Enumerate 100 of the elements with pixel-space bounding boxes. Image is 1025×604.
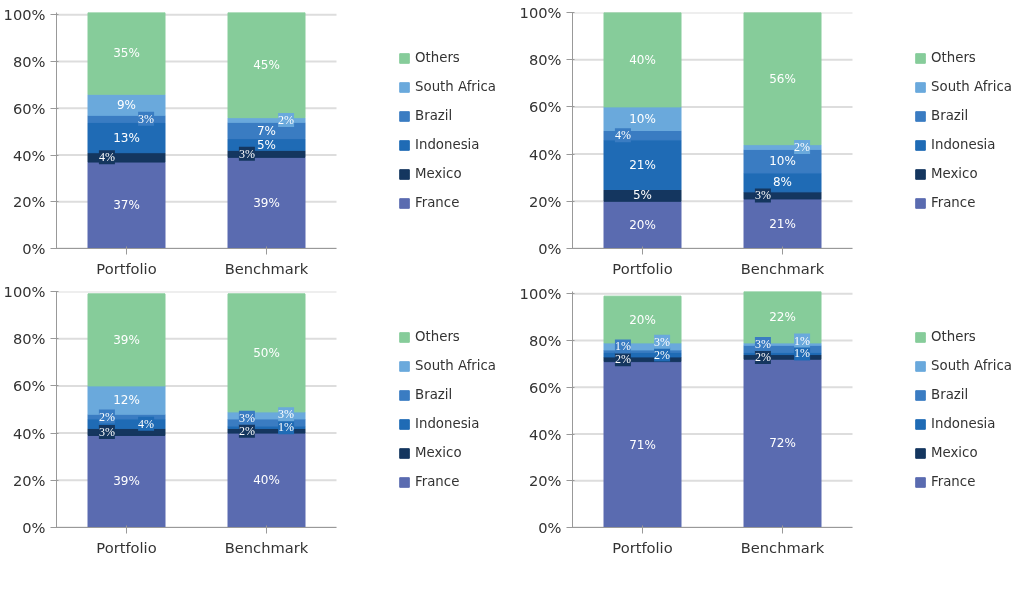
data-label: 21%	[629, 157, 656, 172]
legend-label: Others	[415, 50, 460, 65]
data-label: 39%	[113, 332, 140, 347]
y-tick-label: 0%	[538, 240, 562, 257]
legend-label: France	[931, 195, 976, 210]
legend-label: Mexico	[931, 166, 978, 181]
text: Others	[931, 329, 976, 344]
legend-label: Brazil	[415, 108, 453, 123]
x-tick-label: Benchmark	[740, 259, 825, 277]
y-tick-label: 20%	[528, 472, 562, 490]
data-label: 13%	[113, 130, 140, 145]
x-tick-label: Portfolio	[612, 259, 673, 277]
data-label: 2%	[278, 112, 295, 127]
data-label: 4%	[98, 150, 115, 165]
data-label: 45%	[253, 58, 280, 73]
legend-label: South Africa	[415, 358, 496, 373]
data-label: 2%	[794, 140, 811, 155]
legend-label: Brazil	[415, 387, 453, 402]
y-tick-label: 100%	[519, 4, 562, 21]
y-tick-label: 20%	[12, 193, 46, 211]
legend-label: Mexico	[931, 445, 978, 460]
y-tick-label: 40%	[12, 146, 46, 164]
legend-label: France	[415, 195, 460, 210]
legend-label: Indonesia	[931, 137, 996, 152]
data-label: 2%	[654, 347, 671, 362]
data-label: 4%	[138, 416, 155, 431]
data-label: 2%	[98, 409, 115, 424]
data-label: 3%	[754, 337, 771, 352]
text: Others	[415, 329, 460, 344]
bar	[87, 293, 166, 387]
x-tick-label: Portfolio	[96, 259, 157, 277]
data-label: 12%	[113, 393, 140, 408]
y-tick-label: 80%	[12, 53, 46, 71]
bar	[227, 156, 306, 249]
data-label: 40%	[629, 52, 656, 67]
data-label: 10%	[629, 111, 656, 126]
data-label: 2%	[754, 349, 771, 364]
y-tick-label: 40%	[12, 424, 46, 442]
x-tick-label: Portfolio	[612, 538, 673, 556]
y-tick-label: 40%	[528, 425, 562, 443]
legend-label: South Africa	[415, 79, 496, 94]
legend-label: Others	[931, 50, 976, 65]
bar	[603, 12, 682, 108]
legend-label: France	[931, 474, 976, 489]
data-label: 3%	[238, 146, 255, 161]
bar	[743, 198, 822, 249]
data-label: 1%	[614, 339, 631, 354]
data-label: 39%	[253, 195, 280, 210]
y-tick-label: 20%	[528, 192, 562, 210]
legend-label: Indonesia	[931, 416, 996, 431]
bar	[603, 139, 682, 190]
bar	[87, 434, 166, 528]
bar	[603, 361, 682, 528]
y-tick-label: 40%	[528, 145, 562, 163]
legend-label: Brazil	[931, 108, 969, 123]
data-label: 2%	[238, 423, 255, 438]
data-label: 22%	[769, 310, 796, 325]
x-tick-label: Benchmark	[740, 538, 825, 556]
data-label: 21%	[769, 216, 796, 231]
data-label: 8%	[772, 175, 793, 190]
data-label: 5%	[632, 188, 653, 203]
data-label: 71%	[629, 437, 656, 452]
data-label: 40%	[253, 473, 280, 488]
data-label: 2%	[614, 352, 631, 367]
bar	[87, 12, 166, 95]
y-tick-label: 100%	[3, 6, 46, 24]
data-label: 4%	[614, 128, 631, 143]
y-tick-label: 60%	[528, 378, 562, 396]
y-tick-label: 80%	[528, 51, 562, 69]
bar	[603, 295, 682, 344]
data-label: 72%	[769, 436, 796, 451]
y-tick-label: 80%	[12, 330, 46, 348]
bar	[87, 161, 166, 249]
data-label: 10%	[769, 154, 796, 169]
data-label: 3%	[278, 407, 295, 422]
y-tick-label: 0%	[538, 519, 562, 536]
y-tick-label: 100%	[3, 283, 46, 300]
legend-label: Brazil	[931, 387, 969, 402]
x-tick-label: Benchmark	[224, 259, 309, 277]
y-tick-label: 0%	[22, 240, 46, 257]
legend-label: South Africa	[931, 79, 1012, 94]
data-label: 7%	[256, 123, 277, 138]
data-label: 1%	[794, 346, 811, 361]
data-label: 20%	[629, 312, 656, 327]
data-label: 50%	[253, 345, 280, 360]
data-label: 39%	[113, 474, 140, 489]
y-tick-label: 0%	[22, 519, 46, 536]
y-tick-label: 80%	[528, 332, 562, 350]
y-tick-label: 100%	[519, 285, 562, 303]
data-label: 3%	[754, 188, 771, 203]
data-label: 35%	[113, 46, 140, 61]
data-label: 3%	[238, 410, 255, 425]
data-label: 1%	[278, 420, 295, 435]
y-tick-label: 60%	[528, 98, 562, 116]
data-label: 56%	[769, 71, 796, 86]
data-label: 1%	[794, 333, 811, 348]
x-tick-label: Benchmark	[224, 538, 309, 556]
bar	[603, 200, 682, 249]
data-label: 9%	[116, 97, 137, 112]
legend-label: Mexico	[415, 445, 462, 460]
